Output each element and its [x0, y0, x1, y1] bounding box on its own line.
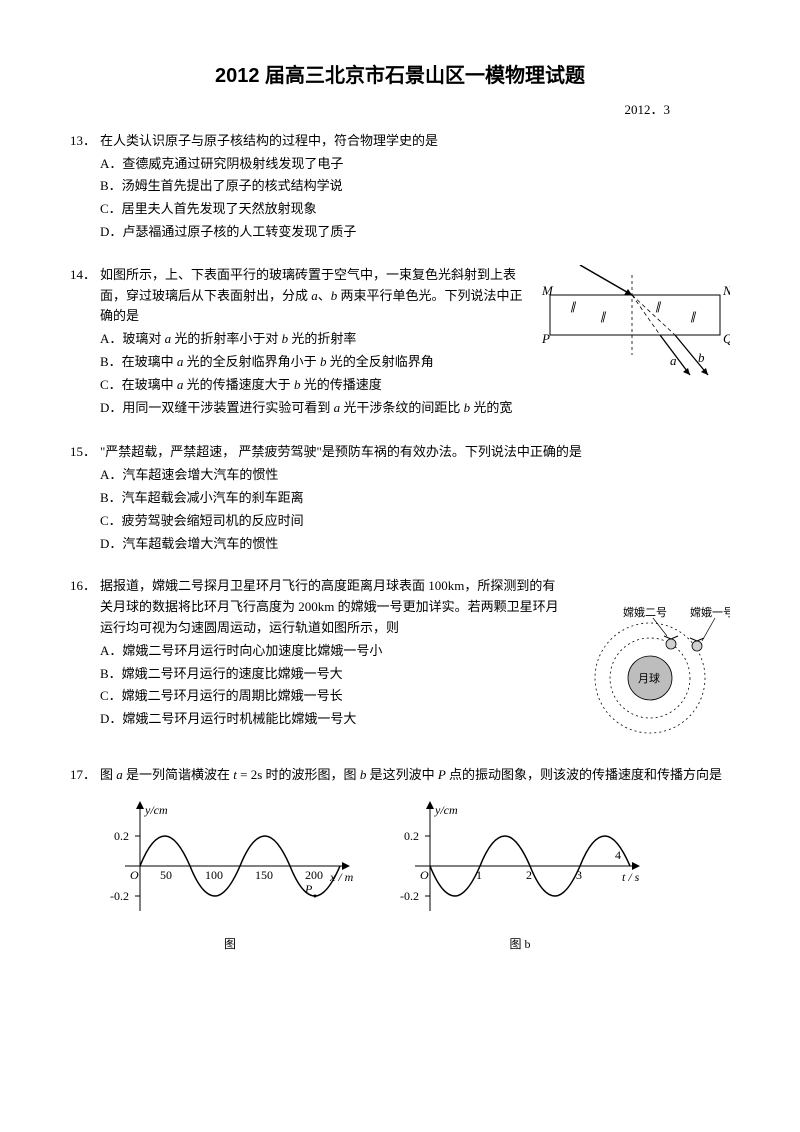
q15-opt-c: C．疲劳驾驶会缩短司机的反应时间 — [100, 511, 730, 532]
q15-stem: "严禁超载，严禁超速， 严禁疲劳驾驶"是预防车祸的有效办法。下列说法中正确的是 — [100, 442, 730, 463]
question-14: ∥ ∥ ∥ ∥ M N P Q a b 14． 如图所示，上、下表面平行的玻璃砖… — [70, 265, 730, 421]
q15-opt-b: B．汽车超载会减小汽车的刹车距离 — [100, 488, 730, 509]
page-title: 2012 届高三北京市石景山区一模物理试题 — [70, 60, 730, 92]
question-16: 月球 嫦娥二号 嫦娥一号 16． 据报道，嫦娥二号探月卫星环月飞行的高度距离月球… — [70, 576, 730, 743]
svg-text:-0.2: -0.2 — [110, 889, 129, 903]
svg-text:3: 3 — [576, 868, 582, 882]
q17-graph-b-caption: 图 b — [390, 935, 650, 954]
svg-text:0.2: 0.2 — [114, 829, 129, 843]
q16-figure: 月球 嫦娥二号 嫦娥一号 — [575, 606, 730, 743]
q16-moon-label: 月球 — [638, 671, 660, 685]
q14-stem: 如图所示，上、下表面平行的玻璃砖置于空气中，一束复色光斜射到上表面，穿过玻璃后从… — [100, 265, 530, 327]
svg-text:200: 200 — [305, 868, 323, 882]
q17-stem: 图 a 是一列简谐横波在 t = 2s 时的波形图，图 b 是这列波中 P 点的… — [100, 765, 730, 786]
svg-text:100: 100 — [205, 868, 223, 882]
svg-text:O: O — [130, 868, 139, 882]
svg-text:50: 50 — [160, 868, 172, 882]
svg-text:∥: ∥ — [600, 311, 607, 323]
svg-text:∥: ∥ — [690, 311, 697, 323]
q14-opt-d: D．用同一双缝干涉装置进行实验可看到 a 光干涉条纹的间距比 b 光的宽 — [100, 398, 730, 419]
q15-opt-a: A．汽车超速会增大汽车的惯性 — [100, 465, 730, 486]
svg-text:y/cm: y/cm — [434, 803, 458, 817]
svg-text:∥: ∥ — [655, 301, 662, 313]
svg-text:t / s: t / s — [622, 870, 640, 884]
q17-num: 17． — [70, 765, 100, 786]
q14-ray-a: a — [670, 353, 677, 368]
q16-num: 16． — [70, 576, 100, 638]
svg-text:2: 2 — [526, 868, 532, 882]
q13-opt-a: A．查德威克通过研究阴极射线发现了电子 — [100, 154, 730, 175]
q17-graph-b: y/cm t / s 0.2 -0.2 O 1 2 3 4 图 b — [390, 796, 650, 954]
question-13: 13． 在人类认识原子与原子核结构的过程中，符合物理学史的是 A．查德威克通过研… — [70, 131, 730, 243]
svg-text:0.2: 0.2 — [404, 829, 419, 843]
q15-opt-d: D．汽车超载会增大汽车的惯性 — [100, 534, 730, 555]
q13-stem: 在人类认识原子与原子核结构的过程中，符合物理学史的是 — [100, 131, 730, 152]
q14-label-m: M — [541, 283, 554, 298]
q14-figure: ∥ ∥ ∥ ∥ M N P Q a b — [540, 265, 730, 392]
svg-text:-0.2: -0.2 — [400, 889, 419, 903]
q17-graph-a-caption: 图 — [100, 935, 360, 954]
q16-stem: 据报道，嫦娥二号探月卫星环月飞行的高度距离月球表面 100km，所探测到的有关月… — [100, 576, 565, 638]
svg-text:150: 150 — [255, 868, 273, 882]
svg-text:x / m: x / m — [329, 870, 354, 884]
q13-opt-d: D．卢瑟福通过原子核的人工转变发现了质子 — [100, 222, 730, 243]
q14-label-p: P — [541, 331, 550, 346]
svg-text:∥: ∥ — [570, 301, 577, 313]
q17-graph-a: y/cm x / m 0.2 -0.2 O 50 100 150 200 P 图 — [100, 796, 360, 954]
question-15: 15． "严禁超载，严禁超速， 严禁疲劳驾驶"是预防车祸的有效办法。下列说法中正… — [70, 442, 730, 554]
svg-text:4: 4 — [615, 848, 621, 862]
svg-text:O: O — [420, 868, 429, 882]
q13-num: 13． — [70, 131, 100, 152]
question-17: 17． 图 a 是一列简谐横波在 t = 2s 时的波形图，图 b 是这列波中 … — [70, 765, 730, 954]
q16-c1-label: 嫦娥一号 — [690, 606, 730, 619]
q15-num: 15． — [70, 442, 100, 463]
q13-opt-b: B．汤姆生首先提出了原子的核式结构学说 — [100, 176, 730, 197]
q14-num: 14． — [70, 265, 100, 327]
svg-text:1: 1 — [476, 868, 482, 882]
exam-date: 2012．3 — [70, 100, 730, 121]
q13-opt-c: C．居里夫人首先发现了天然放射现象 — [100, 199, 730, 220]
q14-ray-b: b — [698, 350, 705, 365]
q14-label-q: Q — [723, 331, 730, 346]
q16-c2-label: 嫦娥二号 — [623, 606, 667, 619]
svg-text:P: P — [304, 882, 313, 896]
svg-text:y/cm: y/cm — [144, 803, 168, 817]
q14-label-n: N — [722, 283, 730, 298]
